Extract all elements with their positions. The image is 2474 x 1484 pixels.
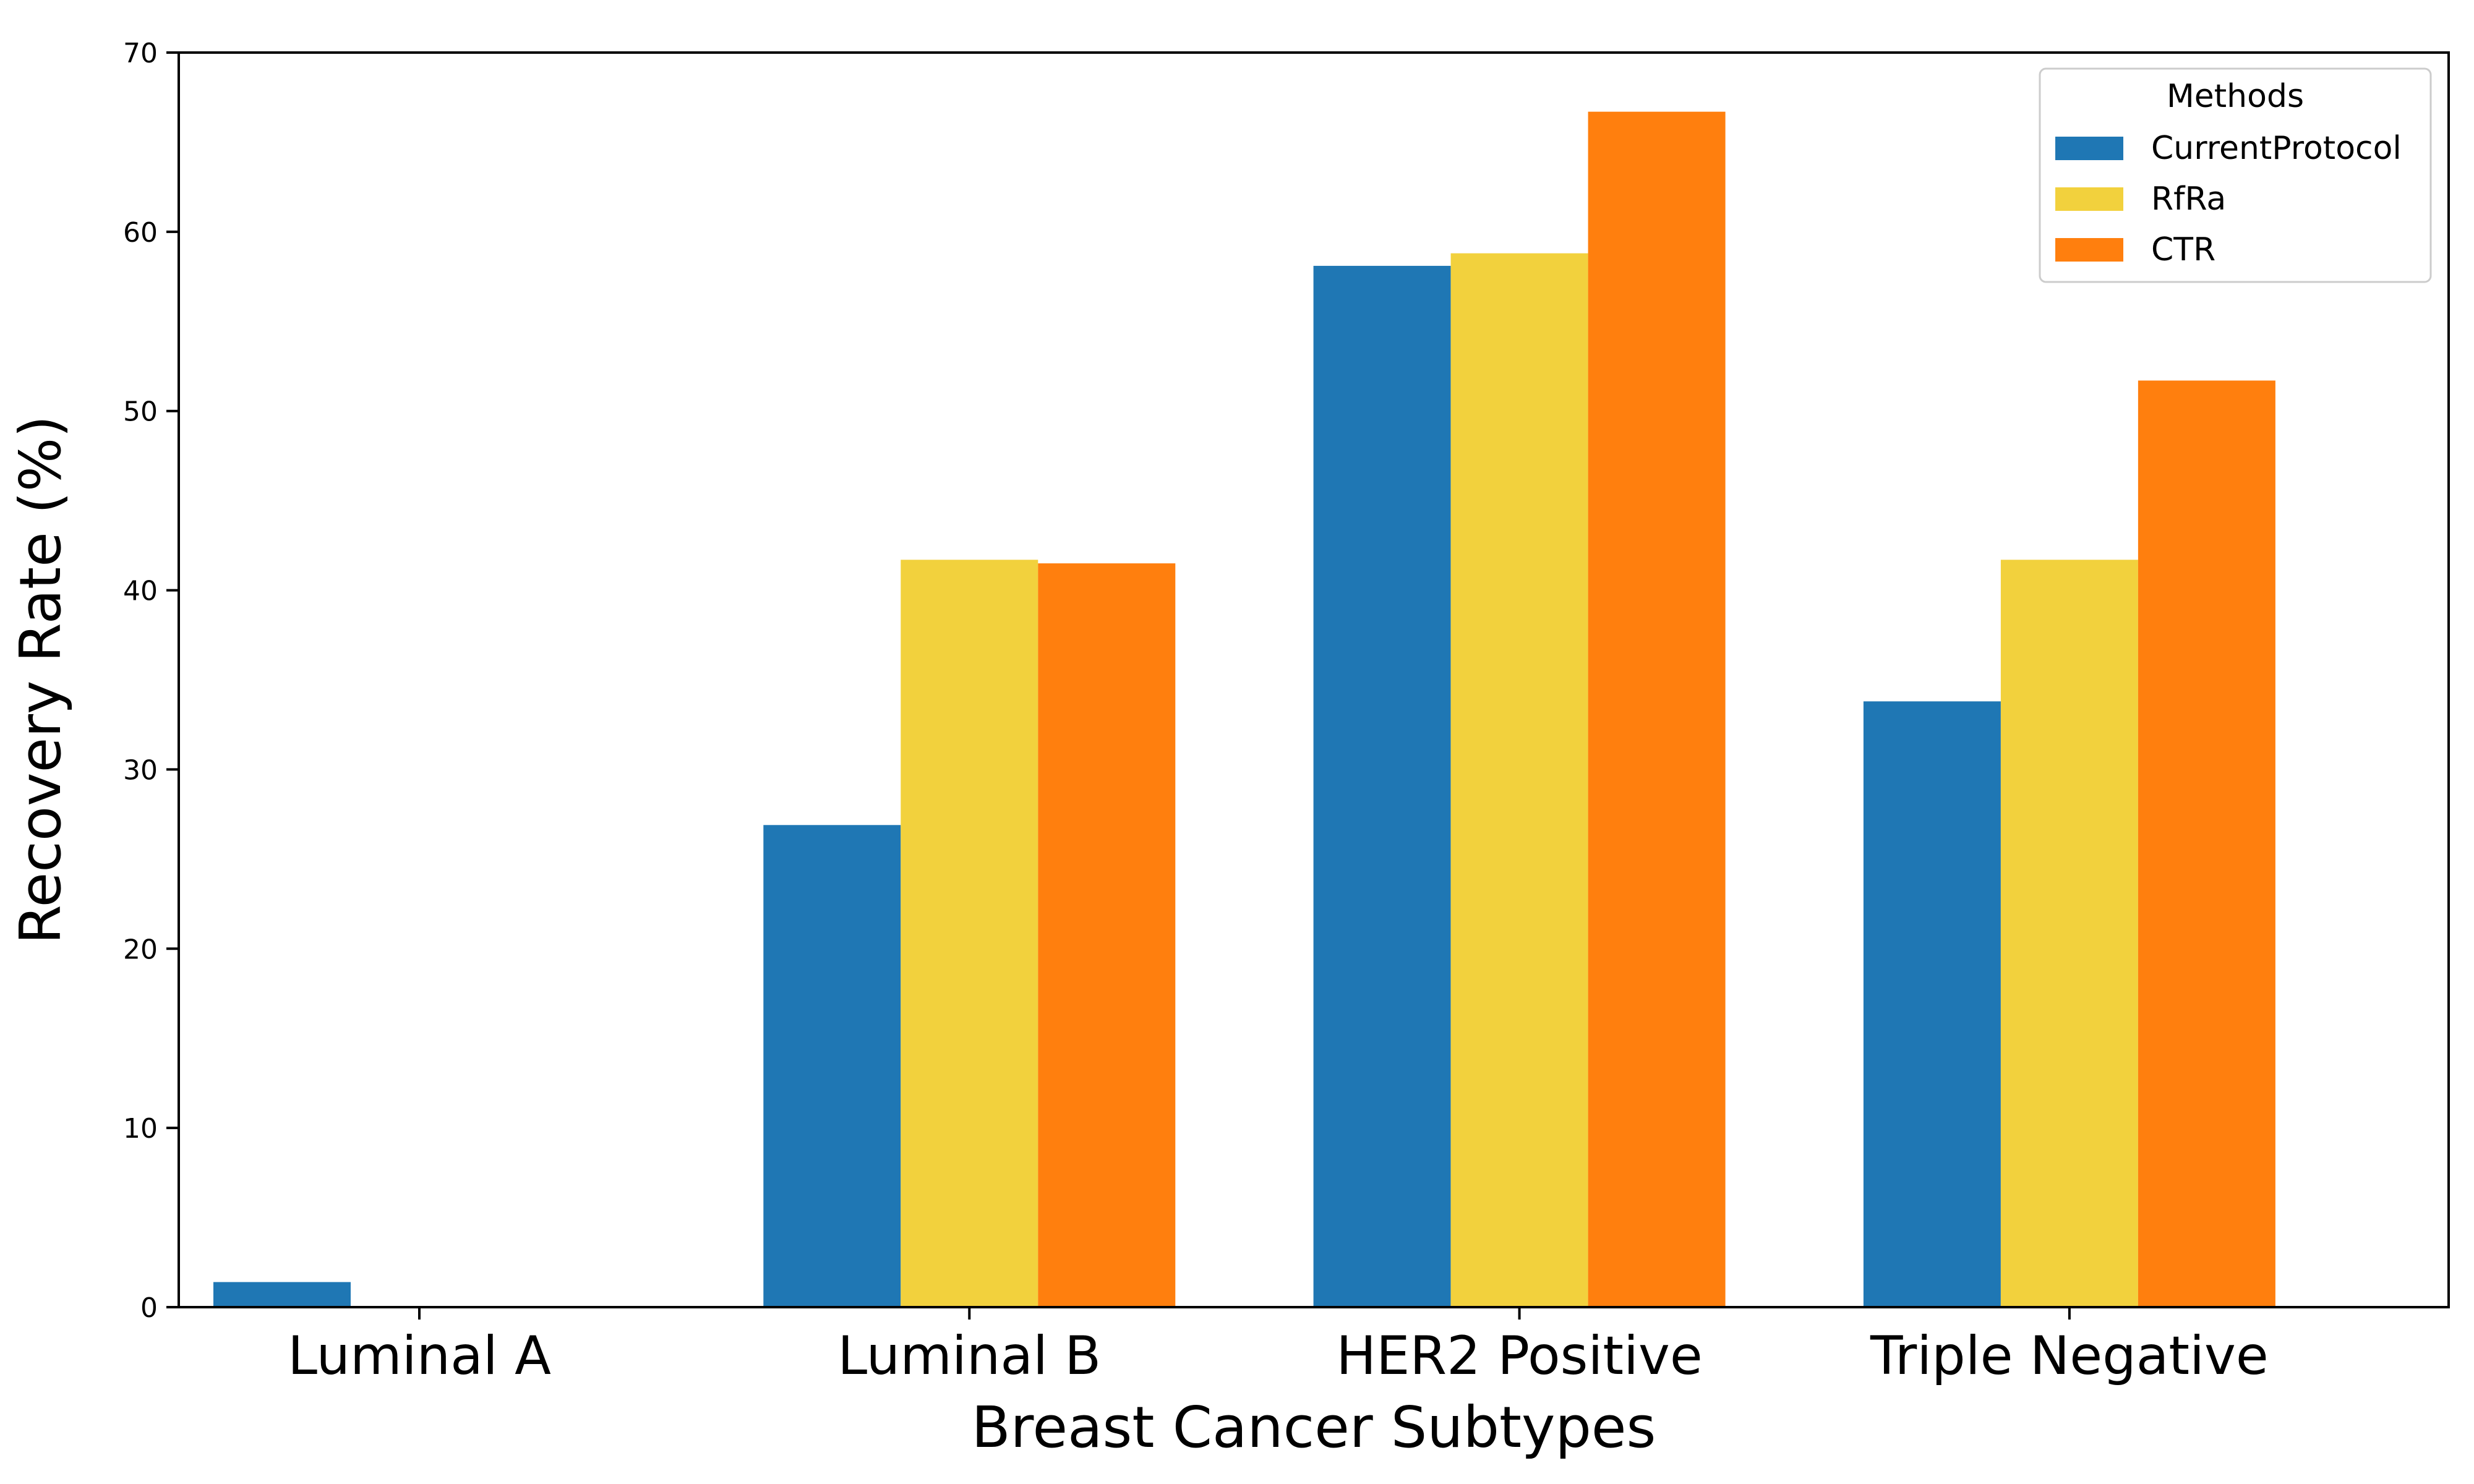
y-tick-label-40: 40 — [123, 576, 158, 607]
bar-rfra-her2-positive — [1450, 253, 1588, 1307]
plot-frame — [178, 51, 2450, 1308]
y-tick-label-10: 10 — [123, 1113, 158, 1145]
x-axis-title: Breast Cancer Subtypes — [972, 1394, 1656, 1461]
legend-swatch-currentprotocol — [2055, 137, 2123, 160]
bar-currentprotocol-luminal-a — [213, 1282, 351, 1307]
legend-swatch-rfra — [2055, 187, 2123, 211]
bar-rfra-luminal-b — [901, 560, 1038, 1308]
y-tick-label-20: 20 — [123, 934, 158, 965]
x-tick-label-her2-positive: HER2 Positive — [1336, 1325, 1702, 1387]
legend-box — [2039, 67, 2432, 283]
x-tick-label-luminal-a: Luminal A — [288, 1325, 551, 1387]
legend-label-currentprotocol: CurrentProtocol — [2151, 130, 2402, 167]
y-tick-label-30: 30 — [123, 754, 158, 786]
bars-group — [213, 111, 2275, 1308]
x-axis: Luminal A Luminal B HER2 Positive Triple Ne… — [288, 1307, 2269, 1387]
bar-ctr-triple-negative — [2138, 380, 2275, 1307]
y-tick-label-70: 70 — [123, 38, 158, 69]
x-tick-label-luminal-b: Luminal B — [837, 1325, 1101, 1387]
legend: Methods CurrentProtocol RfRa CTR — [2039, 67, 2432, 283]
bar-rfra-triple-negative — [2000, 560, 2138, 1308]
bar-ctr-luminal-b — [1038, 563, 1176, 1308]
legend-swatch-ctr — [2055, 238, 2123, 262]
legend-items: CurrentProtocol RfRa CTR — [2055, 130, 2402, 268]
legend-title: Methods — [2167, 78, 2304, 115]
bar-currentprotocol-her2-positive — [1313, 265, 1451, 1308]
y-axis-title: Recovery Rate (%) — [7, 416, 74, 944]
y-tick-label-60: 60 — [123, 217, 158, 249]
legend-label-ctr: CTR — [2151, 231, 2215, 268]
legend-label-rfra: RfRa — [2151, 181, 2226, 218]
bar-ctr-her2-positive — [1588, 111, 1726, 1308]
x-tick-label-triple-negative: Triple Negative — [1870, 1325, 2269, 1387]
bar-currentprotocol-luminal-b — [763, 825, 901, 1307]
y-tick-label-0: 0 — [140, 1292, 158, 1324]
y-axis: 0 10 20 30 40 50 60 70 — [123, 38, 179, 1324]
y-tick-label-50: 50 — [123, 396, 158, 428]
bar-currentprotocol-triple-negative — [1863, 701, 2001, 1307]
